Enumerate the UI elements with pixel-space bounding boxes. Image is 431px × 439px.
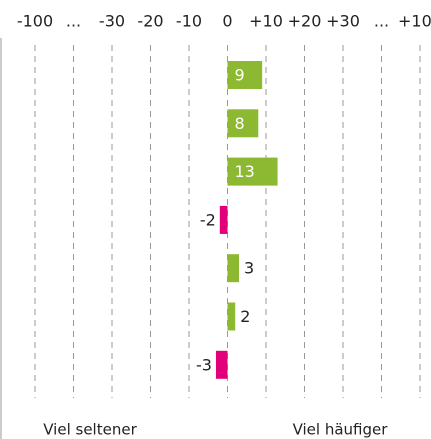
- x-tick-label: -100: [17, 12, 53, 31]
- right-label: Viel häufiger: [293, 421, 389, 439]
- x-tick-label: +10: [249, 12, 283, 31]
- x-tick-label: +100: [398, 12, 431, 31]
- bar: [227, 61, 263, 89]
- x-tick-label: -10: [176, 12, 202, 31]
- value-label: 3: [244, 259, 254, 278]
- value-label: 9: [235, 66, 245, 85]
- x-tick-label: -30: [99, 12, 125, 31]
- bar: [227, 302, 236, 331]
- x-tick-label: +30: [326, 12, 360, 31]
- bar: [227, 254, 240, 283]
- x-tick-label: 0: [222, 12, 232, 31]
- value-label: 8: [235, 114, 245, 133]
- left-label: Viel seltener: [43, 421, 137, 439]
- value-label: 13: [235, 162, 255, 181]
- bar: [227, 109, 259, 138]
- x-tick-label: -20: [137, 12, 163, 31]
- value-label: 2: [240, 307, 250, 326]
- x-tick-label: +20: [288, 12, 322, 31]
- bar: [219, 205, 228, 234]
- bar: [215, 350, 228, 379]
- x-tick-label: ...: [66, 12, 81, 31]
- value-label: -2: [200, 210, 216, 229]
- bar: [227, 157, 278, 186]
- value-label: -3: [196, 355, 212, 374]
- x-tick-label: ...: [374, 12, 389, 31]
